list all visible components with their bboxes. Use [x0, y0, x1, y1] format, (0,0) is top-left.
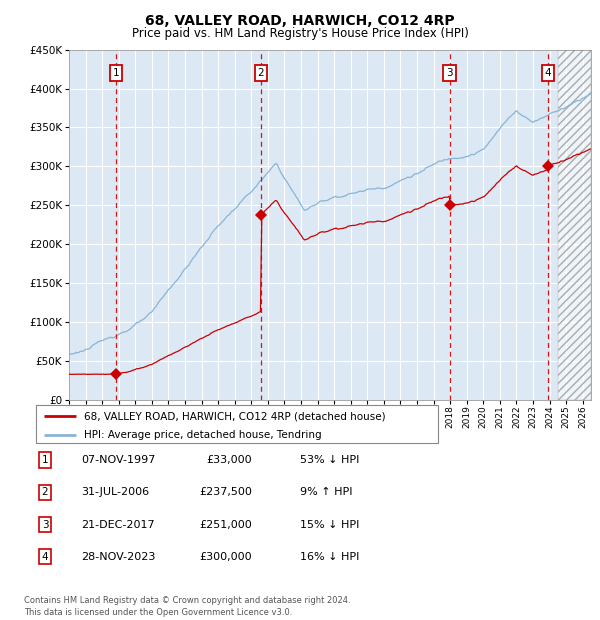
Text: Contains HM Land Registry data © Crown copyright and database right 2024.
This d: Contains HM Land Registry data © Crown c…: [24, 596, 350, 617]
Text: 53% ↓ HPI: 53% ↓ HPI: [300, 455, 359, 465]
Text: 1: 1: [41, 455, 49, 465]
Text: 07-NOV-1997: 07-NOV-1997: [81, 455, 155, 465]
Text: £251,000: £251,000: [199, 520, 252, 529]
Bar: [558, 50, 591, 400]
Text: HPI: Average price, detached house, Tendring: HPI: Average price, detached house, Tend…: [84, 430, 322, 440]
Text: 68, VALLEY ROAD, HARWICH, CO12 4RP: 68, VALLEY ROAD, HARWICH, CO12 4RP: [145, 14, 455, 28]
FancyBboxPatch shape: [36, 405, 438, 443]
Text: 21-DEC-2017: 21-DEC-2017: [81, 520, 155, 529]
Text: 4: 4: [41, 552, 49, 562]
Text: 2: 2: [41, 487, 49, 497]
Bar: [558, 50, 591, 400]
Text: 3: 3: [446, 68, 453, 78]
Text: £33,000: £33,000: [206, 455, 252, 465]
Text: 9% ↑ HPI: 9% ↑ HPI: [300, 487, 353, 497]
Text: £300,000: £300,000: [199, 552, 252, 562]
Text: 16% ↓ HPI: 16% ↓ HPI: [300, 552, 359, 562]
Text: 2: 2: [257, 68, 264, 78]
Text: 68, VALLEY ROAD, HARWICH, CO12 4RP (detached house): 68, VALLEY ROAD, HARWICH, CO12 4RP (deta…: [84, 412, 386, 422]
Text: 3: 3: [41, 520, 49, 529]
Text: 31-JUL-2006: 31-JUL-2006: [81, 487, 149, 497]
Text: £237,500: £237,500: [199, 487, 252, 497]
Text: 1: 1: [113, 68, 119, 78]
Text: 4: 4: [545, 68, 551, 78]
Text: 28-NOV-2023: 28-NOV-2023: [81, 552, 155, 562]
Text: Price paid vs. HM Land Registry's House Price Index (HPI): Price paid vs. HM Land Registry's House …: [131, 27, 469, 40]
Text: 15% ↓ HPI: 15% ↓ HPI: [300, 520, 359, 529]
